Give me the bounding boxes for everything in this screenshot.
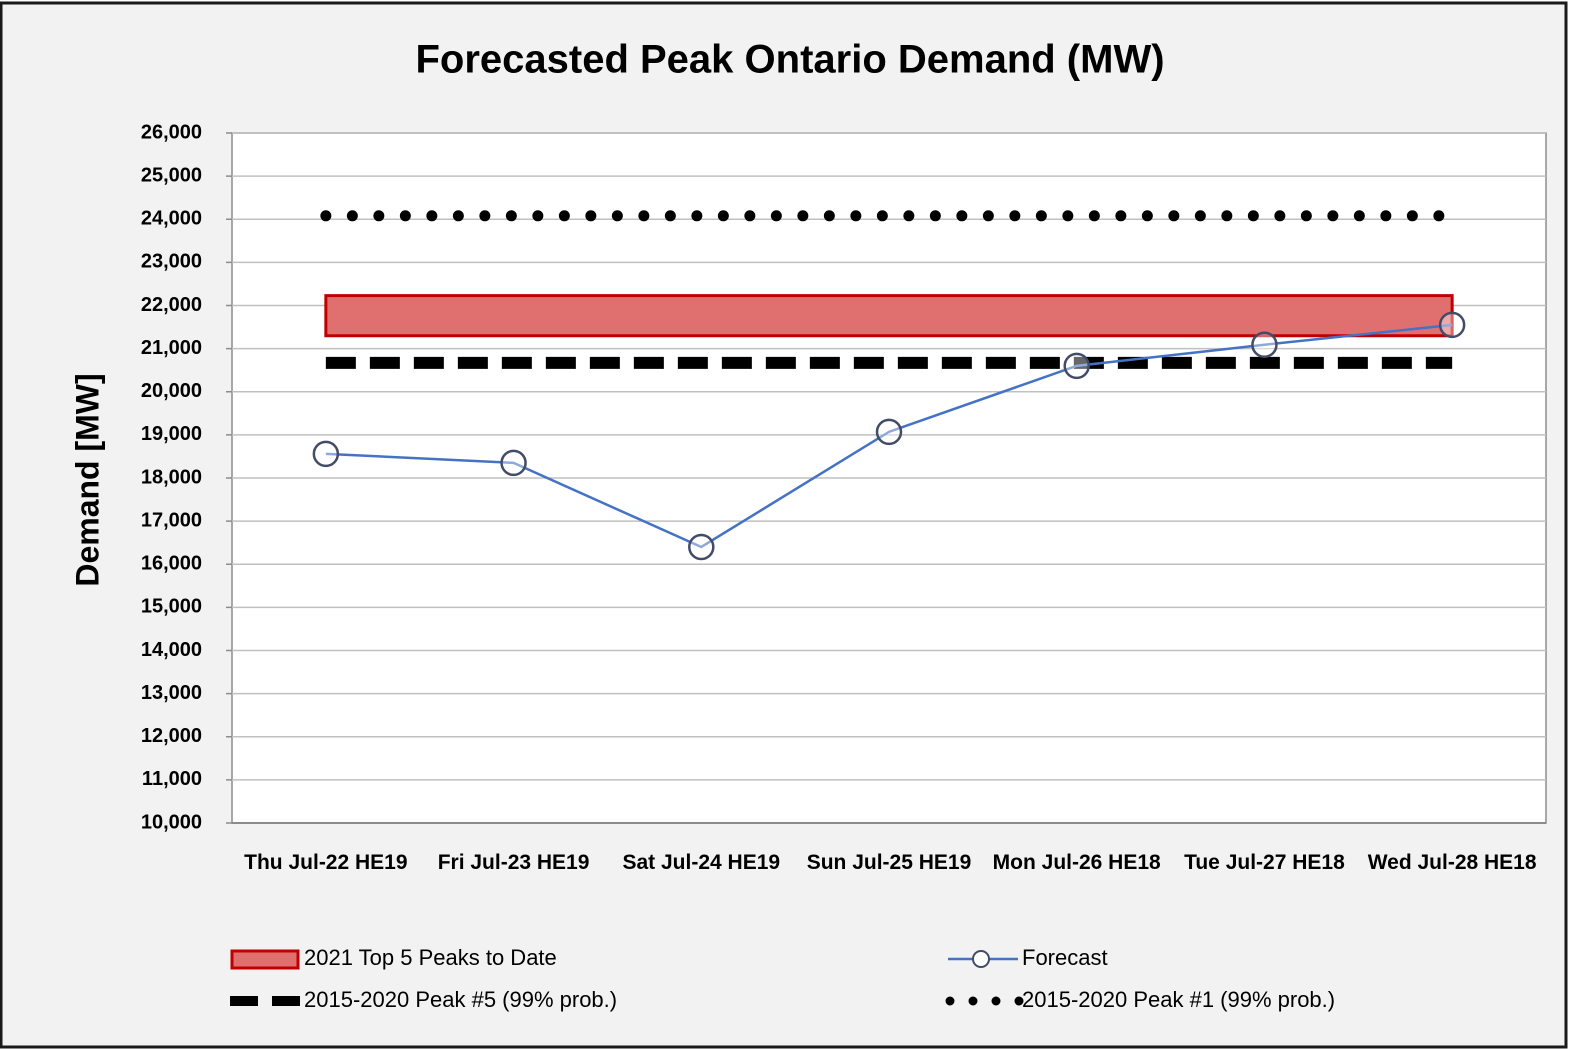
y-tick-label: 26,000 [141,121,202,143]
x-tick-label: Sat Jul-24 HE19 [622,851,781,874]
y-tick-label: 19,000 [141,423,202,445]
y-tick-label: 20,000 [141,380,202,402]
forecast-marker [1063,352,1090,380]
y-tick-label: 21,000 [141,337,202,359]
x-tick-label: Thu Jul-22 HE19 [244,851,408,874]
y-tick-label: 14,000 [141,639,202,661]
y-tick-label: 11,000 [142,768,202,790]
forecast-line [325,323,1453,549]
y-tick-label: 15,000 [141,596,202,618]
peak-band [324,294,1454,338]
x-tick-label: Sun Jul-25 HE19 [806,851,972,874]
chart-title: Forecasted Peak Ontario Demand (MW) [415,38,1164,82]
forecast-marker [1438,311,1466,339]
forecast-marker [875,418,903,446]
y-tick-label: 12,000 [141,725,202,747]
legend-label: Forecast [1022,945,1108,970]
forecast-marker [312,440,340,468]
y-tick-label: 25,000 [141,164,202,186]
y-tick-label: 18,000 [141,466,202,488]
y-tick-label: 24,000 [141,208,202,230]
legend-swatch [972,950,990,968]
y-axis-label: Demand [MW] [69,373,105,586]
legend-swatch [230,949,300,970]
x-tick-label: Fri Jul-23 HE19 [437,851,590,874]
y-tick-label: 17,000 [141,509,202,531]
x-tick-label: Mon Jul-26 HE18 [992,851,1161,874]
y-tick-label: 22,000 [141,294,202,316]
legend-label: 2021 Top 5 Peaks to Date [304,945,557,970]
y-tick-label: 13,000 [141,682,202,704]
y-tick-label: 23,000 [141,251,202,273]
y-tick-label: 16,000 [141,553,202,575]
x-tick-label: Tue Jul-27 HE18 [1184,851,1345,874]
y-tick-label: 10,000 [141,811,202,833]
legend-label: 2015-2020 Peak #5 (99% prob.) [304,987,617,1012]
forecast-marker [1251,331,1278,358]
forecast-marker [500,449,527,477]
legend-label: 2015-2020 Peak #1 (99% prob.) [1022,987,1335,1012]
forecast-marker [688,533,715,561]
x-tick-label: Wed Jul-28 HE18 [1367,851,1537,874]
